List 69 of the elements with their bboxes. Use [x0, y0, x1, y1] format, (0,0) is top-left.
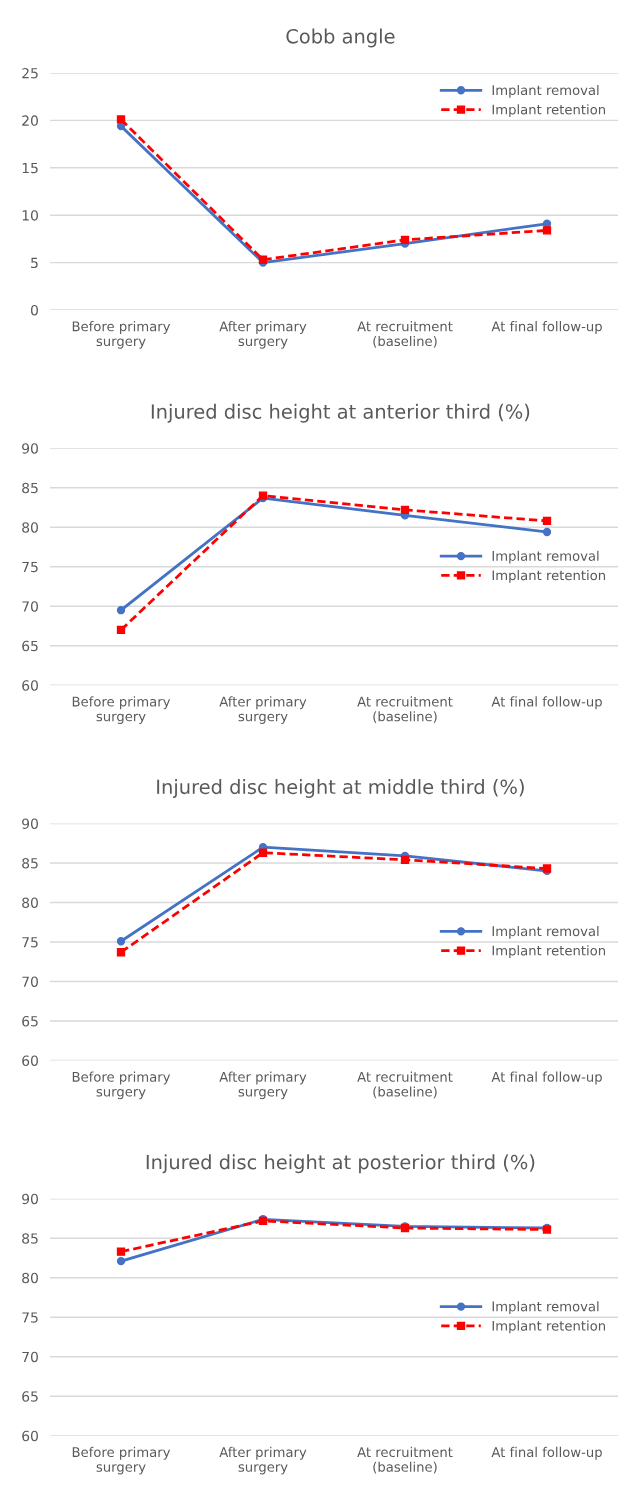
y-tick-label: 90 — [22, 1193, 38, 1205]
point — [258, 848, 268, 857]
point — [116, 1256, 126, 1266]
legend-label: Implant removal — [492, 925, 599, 939]
chart-title: Injured disc height at anterior third (%) — [151, 403, 530, 423]
y-tick-label: 75 — [22, 937, 38, 948]
point — [400, 855, 410, 865]
y-tick-label: 60 — [22, 1055, 38, 1066]
legend-label: Implant removal — [492, 84, 599, 98]
chart-title: Injured disc height at posterior third (%) — [146, 1154, 535, 1174]
x-tick-label: After primary surgery — [219, 1071, 307, 1100]
x-tick-label: At recruitment (baseline) — [357, 696, 453, 723]
y-tick-label: 90 — [22, 443, 38, 454]
point — [116, 937, 126, 946]
legend-label: Implant retention — [492, 104, 606, 118]
y-tick-label: 60 — [22, 1430, 38, 1442]
legend-label: Implant retention — [492, 945, 606, 959]
x-tick-label: Before primary surgery — [72, 1446, 171, 1475]
x-tick-label: At final follow-up — [491, 696, 602, 710]
legend-label: Implant removal — [492, 1301, 599, 1314]
chart-title: Cobb angle — [286, 28, 395, 48]
y-tick-label: 80 — [22, 1272, 38, 1284]
y-tick-label: 0 — [30, 304, 38, 316]
y-tick-label: 15 — [22, 162, 38, 174]
y-tick-label: 25 — [22, 67, 38, 79]
point — [116, 115, 126, 124]
x-tick-label: Before primary surgery — [72, 321, 171, 349]
point — [116, 625, 126, 635]
legend-label: Implant retention — [492, 570, 606, 583]
x-tick-label: At recruitment (baseline) — [357, 321, 453, 348]
legend-label: Implant retention — [492, 1320, 606, 1334]
point — [116, 948, 126, 957]
x-tick-label: At final follow-up — [491, 1446, 602, 1460]
chart-title: Injured disc height at middle third (%) — [157, 779, 524, 798]
x-tick-label: Before primary surgery — [72, 696, 171, 724]
point — [542, 516, 552, 526]
y-tick-label: 65 — [22, 640, 38, 652]
y-tick-label: 85 — [22, 857, 38, 869]
y-tick-label: 65 — [22, 1015, 38, 1027]
legend-label: Implant removal — [492, 550, 599, 564]
y-tick-label: 80 — [22, 522, 38, 533]
x-tick-label: After primary surgery — [219, 696, 307, 724]
point — [542, 226, 552, 235]
y-tick-label: 75 — [22, 1312, 38, 1323]
x-tick-label: At recruitment (baseline) — [357, 1071, 453, 1099]
y-tick-label: 85 — [22, 1233, 38, 1244]
y-tick-label: 5 — [31, 257, 38, 269]
y-tick-label: 70 — [22, 601, 38, 612]
y-tick-label: 60 — [22, 680, 38, 691]
y-tick-label: 85 — [22, 482, 38, 494]
point — [116, 1247, 126, 1256]
y-tick-label: 70 — [22, 976, 38, 987]
y-tick-label: 90 — [22, 818, 38, 829]
x-tick-label: After primary surgery — [219, 1446, 307, 1475]
point — [116, 606, 126, 615]
x-tick-label: At final follow-up — [491, 321, 602, 334]
y-tick-label: 70 — [22, 1351, 38, 1363]
x-tick-label: At final follow-up — [491, 1071, 602, 1085]
y-tick-label: 80 — [22, 897, 38, 908]
y-tick-label: 20 — [22, 115, 38, 126]
point — [400, 505, 410, 515]
y-tick-label: 75 — [22, 561, 38, 573]
point — [542, 527, 552, 537]
y-tick-label: 65 — [22, 1391, 38, 1402]
y-tick-label: 10 — [22, 210, 38, 221]
x-tick-label: After primary surgery — [219, 321, 307, 349]
x-tick-label: At recruitment (baseline) — [357, 1446, 453, 1474]
point — [400, 235, 410, 245]
x-tick-label: Before primary surgery — [72, 1071, 171, 1100]
